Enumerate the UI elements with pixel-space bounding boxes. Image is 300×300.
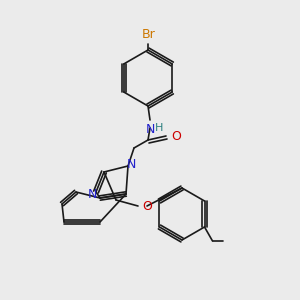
Text: H: H	[155, 123, 163, 133]
Text: O: O	[171, 130, 181, 142]
Text: N: N	[87, 188, 97, 200]
Text: N: N	[145, 123, 155, 136]
Text: Br: Br	[142, 28, 156, 41]
Text: N: N	[126, 158, 136, 170]
Text: O: O	[142, 200, 152, 212]
